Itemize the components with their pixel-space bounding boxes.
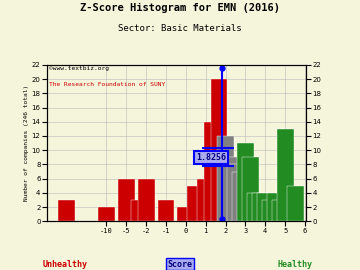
Bar: [217, 136, 234, 221]
Bar: [138, 179, 154, 221]
Text: Unhealthy: Unhealthy: [42, 260, 87, 269]
Text: 1.8256: 1.8256: [196, 153, 226, 162]
Bar: [272, 200, 289, 221]
Bar: [227, 164, 244, 221]
Bar: [131, 200, 148, 221]
Text: Healthy: Healthy: [278, 260, 313, 269]
Bar: [58, 200, 75, 221]
Text: Score: Score: [167, 260, 193, 269]
Text: Sector: Basic Materials: Sector: Basic Materials: [118, 24, 242, 33]
Bar: [257, 193, 274, 221]
Bar: [222, 157, 239, 221]
Bar: [242, 157, 259, 221]
Bar: [158, 200, 174, 221]
Bar: [277, 129, 294, 221]
Bar: [98, 207, 115, 221]
Bar: [247, 193, 264, 221]
Bar: [177, 207, 194, 221]
Bar: [197, 179, 214, 221]
Text: Z-Score Histogram for EMN (2016): Z-Score Histogram for EMN (2016): [80, 3, 280, 13]
Bar: [232, 171, 249, 221]
Bar: [118, 179, 135, 221]
Bar: [211, 79, 228, 221]
Bar: [204, 122, 221, 221]
Bar: [187, 186, 204, 221]
Bar: [262, 200, 279, 221]
Bar: [252, 193, 269, 221]
Bar: [267, 193, 284, 221]
Bar: [237, 143, 254, 221]
Bar: [287, 186, 303, 221]
Text: The Research Foundation of SUNY: The Research Foundation of SUNY: [49, 82, 166, 87]
Y-axis label: Number of companies (246 total): Number of companies (246 total): [24, 85, 29, 201]
Text: ©www.textbiz.org: ©www.textbiz.org: [49, 66, 109, 71]
